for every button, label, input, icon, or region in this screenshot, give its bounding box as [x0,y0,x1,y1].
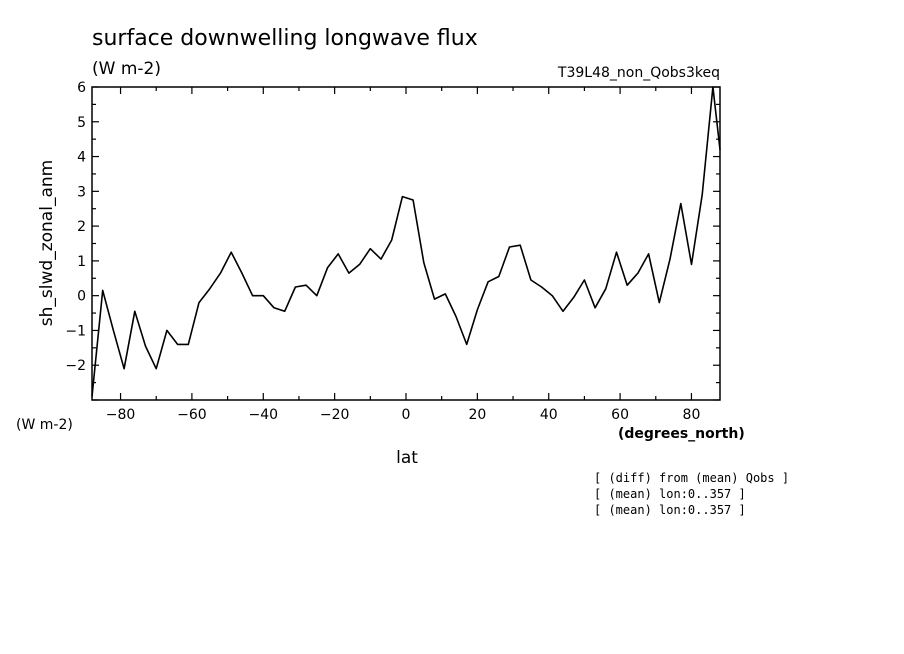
plot-frame [91,86,721,401]
units-label: (W m-2) [92,59,161,79]
x-tick-label: 0 [402,407,411,423]
y-tick-label: 4 [77,150,86,166]
x-tick-label: 80 [683,407,701,423]
x-tick-label: −60 [177,407,207,423]
y-tick-label: 0 [77,289,86,305]
series-line [91,86,721,397]
run-label: T39L48_non_Qobs3keq [557,65,720,81]
x-tick-label: 40 [540,407,558,423]
x-tick-label: −40 [248,407,278,423]
note-line-1: [ (diff) from (mean) Qobs ] [594,471,789,485]
tick-labels: −80 −60 −40 −20 0 20 40 60 80 −2 −1 0 1 2 3 4 5 6 [65,80,700,423]
axis-ticks [92,86,720,401]
y-tick-label: 6 [77,80,86,96]
y-tick-label: −1 [65,323,86,339]
x-units-label: (degrees_north) [618,426,745,442]
x-tick-label: 20 [468,407,486,423]
y-tick-label: −2 [65,358,86,374]
y-tick-label: 1 [77,254,86,270]
y-tick-label: 3 [77,184,86,200]
x-tick-label: −20 [320,407,350,423]
y-tick-label: 2 [77,219,86,235]
note-line-3: [ (mean) lon:0..357 ] [594,503,746,517]
chart-title: surface downwelling longwave flux [92,26,478,51]
y-tick-label: 5 [77,115,86,131]
x-tick-label: 60 [611,407,629,423]
y-units-label: (W m-2) [16,417,73,433]
y-axis-label: sh_slwd_zonal_anm [37,160,57,326]
x-tick-label: −80 [106,407,136,423]
note-line-2: [ (mean) lon:0..357 ] [594,487,746,501]
x-axis-label: lat [396,448,418,468]
